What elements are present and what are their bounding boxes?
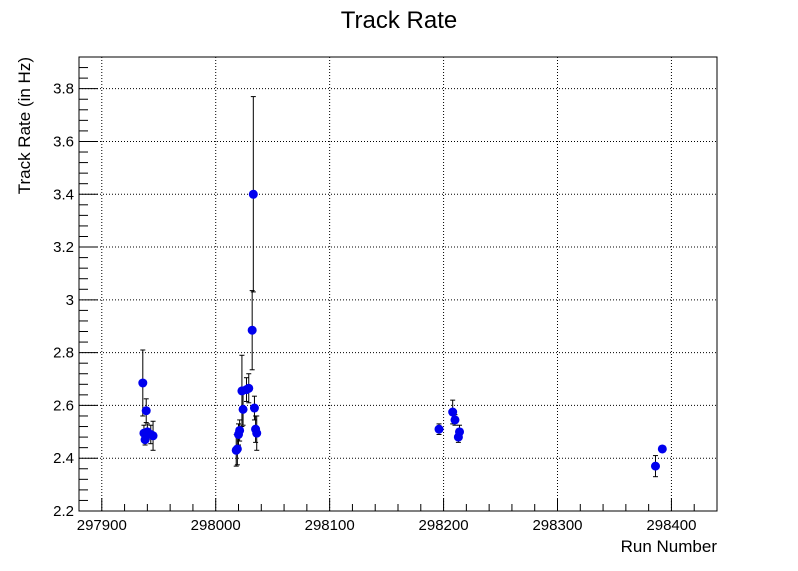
data-point bbox=[455, 427, 465, 437]
y-tick-label: 2.4 bbox=[53, 450, 74, 467]
data-point bbox=[657, 444, 667, 454]
y-tick-label: 3.8 bbox=[53, 81, 74, 98]
data-point bbox=[448, 407, 458, 417]
data-point bbox=[249, 403, 259, 413]
data-point bbox=[252, 428, 262, 438]
data-points bbox=[138, 189, 667, 471]
data-point bbox=[141, 406, 151, 416]
data-point bbox=[650, 461, 660, 471]
data-point bbox=[434, 424, 444, 434]
y-tick-label: 2.6 bbox=[53, 397, 74, 414]
axis-ticks bbox=[78, 56, 718, 512]
data-point bbox=[244, 383, 254, 393]
y-tick-label: 2.2 bbox=[53, 503, 74, 520]
x-tick-label: 298400 bbox=[646, 517, 696, 534]
data-point bbox=[235, 425, 245, 435]
x-tick-label: 297900 bbox=[77, 517, 127, 534]
data-point bbox=[138, 378, 148, 388]
x-tick-labels: 297900 298000 298100 298200 298300 298400 bbox=[77, 517, 697, 534]
y-tick-label: 3.2 bbox=[53, 239, 74, 256]
y-tick-label: 3.4 bbox=[53, 186, 74, 203]
y-tick-label: 2.8 bbox=[53, 345, 74, 362]
data-point bbox=[238, 404, 248, 414]
x-tick-label: 298200 bbox=[419, 517, 469, 534]
data-point bbox=[248, 189, 258, 199]
y-tick-label: 3 bbox=[66, 292, 74, 309]
x-tick-label: 298300 bbox=[532, 517, 582, 534]
plot-frame bbox=[78, 56, 718, 512]
data-point bbox=[140, 435, 150, 445]
data-point bbox=[247, 325, 257, 335]
chart-title: Track Rate bbox=[341, 7, 457, 34]
grid-lines bbox=[79, 57, 717, 512]
data-point bbox=[450, 415, 460, 425]
data-point bbox=[148, 431, 158, 441]
y-tick-label: 3.6 bbox=[53, 133, 74, 150]
y-tick-labels: 2.2 2.4 2.6 2.8 3 3.2 3.4 3.6 3.8 bbox=[53, 81, 74, 520]
x-tick-label: 298100 bbox=[305, 517, 355, 534]
x-axis-label: Run Number bbox=[621, 537, 718, 556]
y-axis-label: Track Rate (in Hz) bbox=[15, 57, 34, 194]
x-tick-label: 298000 bbox=[191, 517, 241, 534]
data-point bbox=[232, 444, 242, 454]
error-bars bbox=[140, 96, 665, 478]
